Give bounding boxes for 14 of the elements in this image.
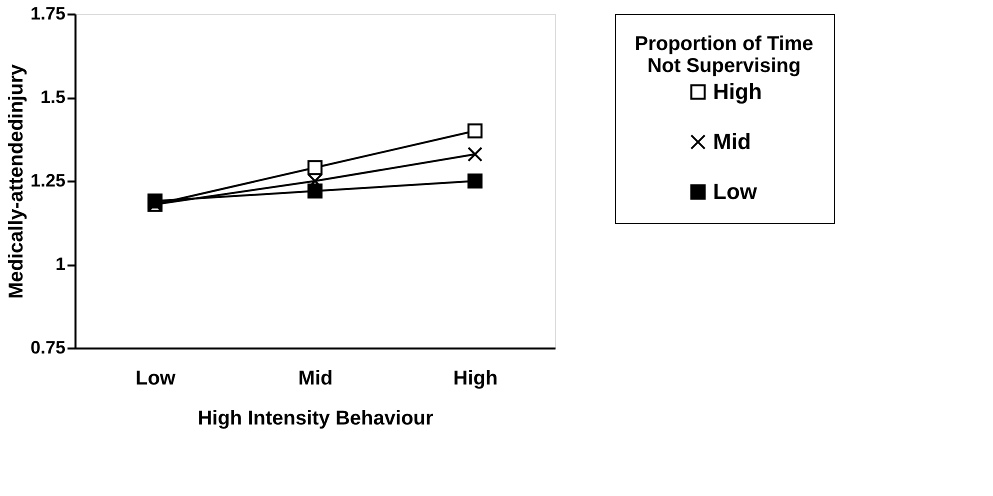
- x-tick-label: High: [453, 368, 498, 390]
- y-tick-label: 0.75: [30, 338, 66, 358]
- x-axis-title: High Intensity Behaviour: [198, 408, 434, 430]
- y-tick-label: 1.75: [30, 4, 66, 24]
- y-tick-label: 1.25: [30, 170, 66, 190]
- legend-label: Mid: [713, 129, 751, 154]
- legend-title: Proportion of Time Not Supervising: [634, 33, 814, 77]
- legend-label: Low: [713, 179, 758, 204]
- y-tick-label: 1: [55, 254, 66, 274]
- x-tick-label: Low: [136, 368, 176, 390]
- y-tick-label: 1.5: [40, 87, 66, 107]
- y-axis-title: Medically-attendedinjury: [5, 63, 28, 299]
- legend-label: High: [713, 79, 762, 104]
- x-tick-label: Mid: [298, 368, 333, 390]
